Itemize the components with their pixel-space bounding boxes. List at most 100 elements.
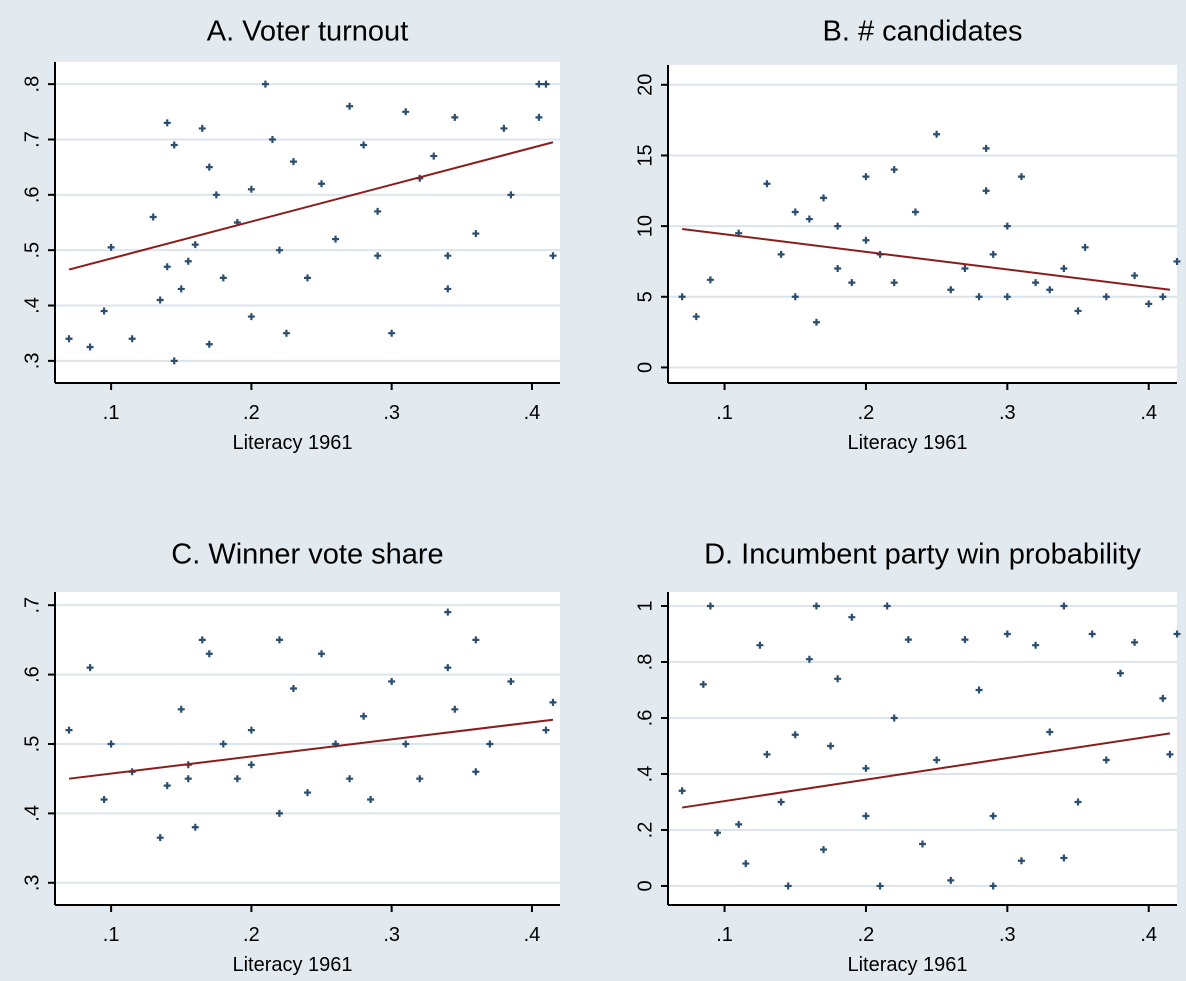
point xyxy=(205,163,213,171)
x-axis-title: Literacy 1961 xyxy=(232,432,352,454)
panel-title: D. Incumbent party win probability xyxy=(704,539,1141,571)
point xyxy=(374,207,382,215)
point xyxy=(282,329,290,337)
y-tick-label: 20 xyxy=(634,74,656,96)
point xyxy=(827,742,835,750)
point xyxy=(170,141,178,149)
point xyxy=(205,340,213,348)
x-axis-title: Literacy 1961 xyxy=(232,954,352,976)
point xyxy=(219,274,227,282)
panel-title: B. # candidates xyxy=(823,16,1023,48)
y-tick-label: .7 xyxy=(21,131,43,148)
panel: A. Voter turnout .3 .4 .5 .6 .7 .8 .1 .2 .3 .4 Lite… xyxy=(21,16,560,454)
point xyxy=(692,313,700,321)
point xyxy=(1060,602,1068,610)
point xyxy=(1159,293,1167,301)
point xyxy=(542,80,550,88)
point xyxy=(1166,750,1174,758)
point xyxy=(812,318,820,326)
point xyxy=(149,213,157,221)
point xyxy=(472,230,480,238)
point xyxy=(1032,641,1040,649)
point xyxy=(507,191,515,199)
y-tick-label: .5 xyxy=(21,242,43,259)
point xyxy=(791,208,799,216)
y-tick-label: .2 xyxy=(634,822,656,839)
y-tick-label: 0 xyxy=(634,362,656,373)
point xyxy=(184,775,192,783)
point xyxy=(1131,272,1139,280)
point xyxy=(360,141,368,149)
point xyxy=(784,882,792,890)
x-axis-title: Literacy 1961 xyxy=(847,954,967,976)
point xyxy=(805,215,813,223)
point xyxy=(275,636,283,644)
point xyxy=(247,313,255,321)
point xyxy=(163,782,171,790)
point xyxy=(989,250,997,258)
point xyxy=(791,731,799,739)
point xyxy=(1159,694,1167,702)
y-tick-label: 5 xyxy=(634,291,656,302)
point xyxy=(451,705,459,713)
point xyxy=(763,180,771,188)
point xyxy=(699,680,707,688)
y-tick-label: .3 xyxy=(21,874,43,891)
point xyxy=(706,602,714,610)
fit-line xyxy=(681,732,1171,809)
point xyxy=(444,664,452,672)
point xyxy=(961,265,969,273)
point xyxy=(346,102,354,110)
y-tick-label: 1 xyxy=(634,600,656,611)
point xyxy=(535,80,543,88)
point xyxy=(170,357,178,365)
point xyxy=(184,257,192,265)
x-tick-label: .3 xyxy=(999,402,1016,424)
point xyxy=(834,265,842,273)
y-tick-label: .4 xyxy=(21,297,43,314)
point xyxy=(777,798,785,806)
point xyxy=(890,279,898,287)
panel-title: A. Voter turnout xyxy=(207,16,409,48)
point xyxy=(198,124,206,132)
point xyxy=(275,809,283,817)
point xyxy=(678,293,686,301)
point xyxy=(416,775,424,783)
point xyxy=(1074,307,1082,315)
point xyxy=(706,276,714,284)
point xyxy=(777,250,785,258)
point xyxy=(805,655,813,663)
point xyxy=(1032,279,1040,287)
y-tick-label: .7 xyxy=(21,597,43,614)
point xyxy=(791,293,799,301)
point xyxy=(883,602,891,610)
point xyxy=(219,740,227,748)
point xyxy=(982,187,990,195)
point xyxy=(1060,265,1068,273)
point xyxy=(862,764,870,772)
fit-line xyxy=(682,227,1171,291)
y-tick-label: 15 xyxy=(634,144,656,166)
point xyxy=(713,829,721,837)
x-tick-label: .4 xyxy=(524,924,541,946)
panel-title: C. Winner vote share xyxy=(171,539,443,571)
point xyxy=(975,686,983,694)
x-tick-label: .2 xyxy=(858,402,875,424)
x-tick-label: .3 xyxy=(383,924,400,946)
point xyxy=(107,740,115,748)
point xyxy=(472,636,480,644)
point xyxy=(444,285,452,293)
point xyxy=(1102,756,1110,764)
point xyxy=(1017,857,1025,865)
point xyxy=(1046,286,1054,294)
point xyxy=(848,279,856,287)
x-tick-label: .1 xyxy=(103,924,120,946)
point xyxy=(1003,293,1011,301)
point xyxy=(444,608,452,616)
x-axis-title: Literacy 1961 xyxy=(847,432,967,454)
point xyxy=(163,119,171,127)
point xyxy=(268,135,276,143)
point xyxy=(486,740,494,748)
point xyxy=(212,191,220,199)
